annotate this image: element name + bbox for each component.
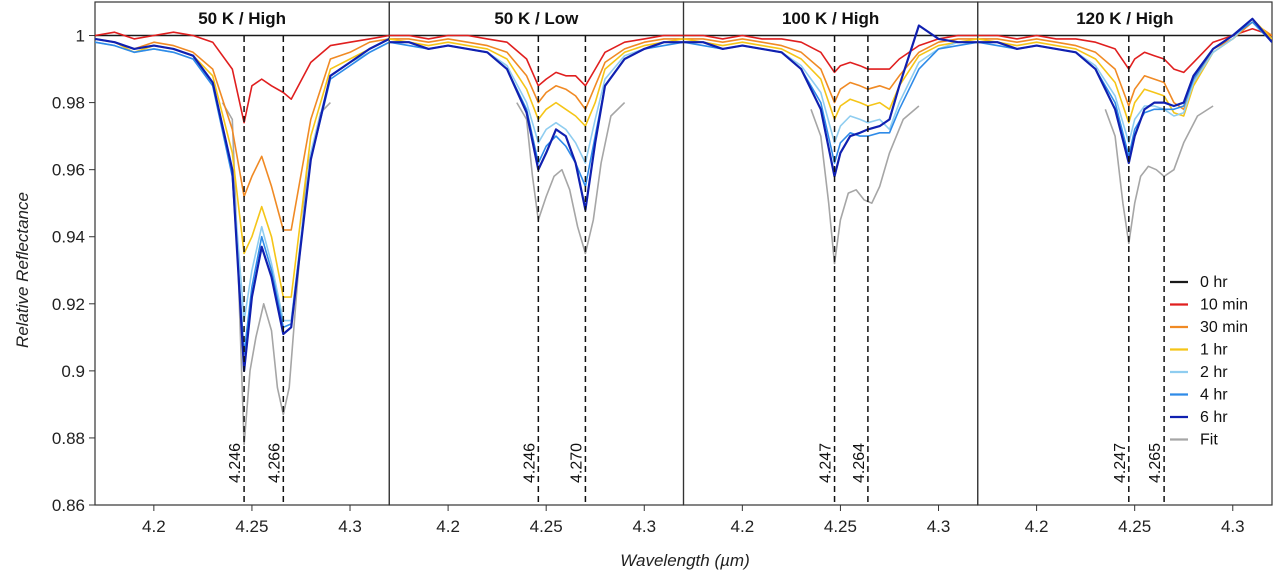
x-tick-label: 4.2 (731, 517, 755, 536)
series-line-30-min (389, 38, 684, 111)
legend-label: 4 hr (1200, 387, 1228, 404)
series-line-10-min (95, 31, 390, 124)
series-line-1-hr (389, 38, 684, 127)
x-tick-label: 4.3 (632, 517, 656, 536)
x-tick-label: 4.25 (824, 517, 857, 536)
y-tick-label: 0.92 (52, 295, 85, 314)
panel-4: 4.2 4.25 4.3 4.247 4.265 120 K / High (977, 1, 1273, 536)
x-tick-label: 4.2 (1025, 517, 1049, 536)
panel-frame (682, 1, 979, 506)
legend-label: 0 hr (1200, 274, 1228, 291)
panel-title: 50 K / Low (494, 9, 579, 28)
series-line-Fit (1104, 105, 1214, 245)
panel-title: 120 K / High (1076, 9, 1173, 28)
peak-label: 4.270 (568, 443, 585, 483)
series-line-6-hr (389, 41, 684, 211)
y-tick-label: 1 (76, 27, 85, 46)
y-tick-label: 0.88 (52, 429, 85, 448)
panel-2: 4.2 4.25 4.3 4.246 4.270 50 K / Low (388, 1, 685, 536)
series-line-6-hr (95, 37, 390, 372)
x-tick-label: 4.3 (338, 517, 362, 536)
legend: 0 hr 10 min 30 min 1 hr 2 hr 4 hr 6 hr Fit (1170, 274, 1248, 449)
series-line-Fit (810, 105, 920, 265)
y-tick-label: 0.94 (52, 228, 85, 247)
panel-3: 4.2 4.25 4.3 4.247 4.264 100 K / High (682, 1, 979, 536)
legend-label: 6 hr (1200, 409, 1228, 426)
y-tick-label: 0.96 (52, 161, 85, 180)
y-tick-label: 0.86 (52, 496, 85, 515)
peak-label: 4.247 (1112, 443, 1129, 483)
legend-label: Fit (1200, 432, 1218, 449)
x-tick-label: 4.3 (1221, 517, 1245, 536)
series-line-1-hr (95, 38, 390, 298)
series-line-2-hr (389, 41, 684, 164)
peak-label: 4.266 (266, 443, 283, 483)
y-tick-label: 0.9 (61, 362, 85, 381)
series-line-30-min (683, 38, 978, 104)
peak-label: 4.265 (1147, 443, 1164, 483)
series-line-10-min (977, 27, 1272, 74)
panel-frame (94, 1, 390, 506)
legend-label: 30 min (1200, 319, 1248, 336)
legend-label: 10 min (1200, 297, 1248, 314)
x-tick-label: 4.2 (142, 517, 166, 536)
series-line-1-hr (683, 38, 978, 121)
x-tick-label: 4.3 (927, 517, 951, 536)
legend-label: 2 hr (1200, 364, 1228, 381)
series-line-6-hr (683, 24, 978, 178)
series-line-4-hr (95, 41, 390, 355)
peak-label: 4.246 (521, 443, 538, 483)
x-tick-label: 4.2 (436, 517, 460, 536)
peak-label: 4.246 (227, 443, 244, 483)
legend-label: 1 hr (1200, 342, 1228, 359)
series-line-1-hr (977, 17, 1272, 124)
series-line-10-min (683, 34, 978, 74)
series-line-30-min (95, 38, 390, 231)
y-tick-label: 0.98 (52, 94, 85, 113)
panel-1: 4.2 4.25 4.3 4.246 4.266 50 K / High (94, 1, 390, 536)
x-tick-label: 4.25 (1118, 517, 1151, 536)
series-line-6-hr (977, 17, 1272, 165)
series-line-10-min (389, 34, 684, 87)
x-tick-label: 4.25 (530, 517, 563, 536)
panel-title: 50 K / High (198, 9, 286, 28)
panel-title: 100 K / High (782, 9, 879, 28)
peak-label: 4.264 (851, 443, 868, 483)
peak-label: 4.247 (818, 443, 835, 483)
series-line-Fit (516, 102, 626, 255)
panel-frame (977, 1, 1273, 506)
x-axis-title: Wavelength (µm) (620, 551, 749, 570)
y-axis-title: Relative Reflectance (13, 192, 32, 348)
x-tick-label: 4.25 (235, 517, 268, 536)
panel-frame (388, 1, 685, 506)
series-line-4-hr (683, 41, 978, 164)
